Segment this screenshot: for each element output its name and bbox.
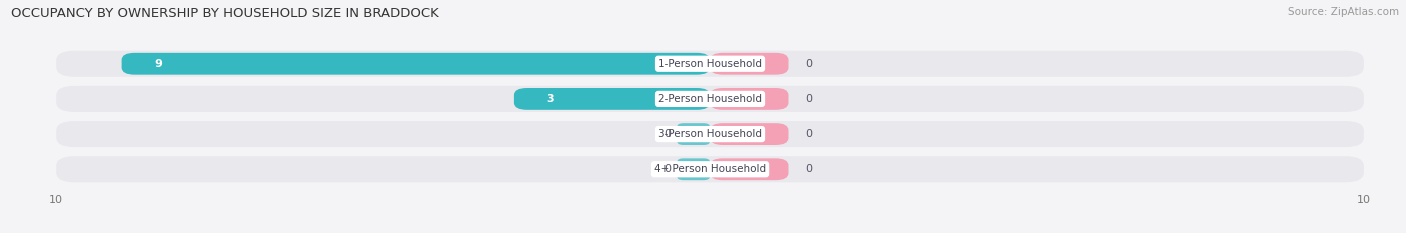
FancyBboxPatch shape	[710, 158, 789, 180]
FancyBboxPatch shape	[710, 123, 789, 145]
Text: 4+ Person Household: 4+ Person Household	[654, 164, 766, 174]
FancyBboxPatch shape	[515, 88, 710, 110]
Text: Source: ZipAtlas.com: Source: ZipAtlas.com	[1288, 7, 1399, 17]
Text: 0: 0	[804, 129, 811, 139]
FancyBboxPatch shape	[710, 88, 789, 110]
Text: 1-Person Household: 1-Person Household	[658, 59, 762, 69]
Text: 3: 3	[547, 94, 554, 104]
Text: 3-Person Household: 3-Person Household	[658, 129, 762, 139]
Text: 0: 0	[664, 164, 671, 174]
FancyBboxPatch shape	[678, 158, 710, 180]
Text: OCCUPANCY BY OWNERSHIP BY HOUSEHOLD SIZE IN BRADDOCK: OCCUPANCY BY OWNERSHIP BY HOUSEHOLD SIZE…	[11, 7, 439, 20]
FancyBboxPatch shape	[56, 121, 1364, 147]
Text: 0: 0	[804, 59, 811, 69]
FancyBboxPatch shape	[710, 53, 789, 75]
FancyBboxPatch shape	[56, 86, 1364, 112]
Text: 0: 0	[804, 164, 811, 174]
Text: 2-Person Household: 2-Person Household	[658, 94, 762, 104]
FancyBboxPatch shape	[121, 53, 710, 75]
FancyBboxPatch shape	[56, 156, 1364, 182]
Text: 0: 0	[664, 129, 671, 139]
Text: 0: 0	[804, 94, 811, 104]
FancyBboxPatch shape	[678, 123, 710, 145]
FancyBboxPatch shape	[56, 51, 1364, 77]
Text: 9: 9	[155, 59, 162, 69]
